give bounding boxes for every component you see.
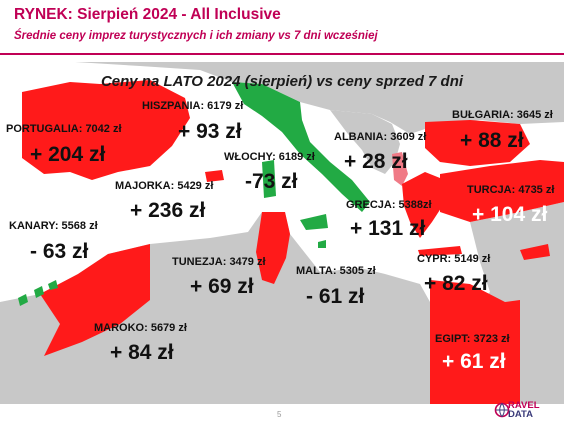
label-cypr: CYPR: 5149 zł: [417, 253, 491, 265]
change-grecja: + 131 zł: [350, 217, 426, 240]
change-wlochy: -73 zł: [245, 170, 298, 193]
land-canary-islands: [18, 280, 58, 306]
map-heading: Ceny na LATO 2024 (sierpień) vs ceny spr…: [100, 73, 464, 90]
change-majorka: + 236 zł: [130, 199, 206, 222]
change-cypr: + 82 zł: [424, 272, 488, 295]
label-malta: MALTA: 5305 zł: [296, 265, 376, 277]
land-cyprus: [520, 244, 550, 260]
land-iberia: [22, 80, 190, 180]
land-europe-north: [75, 62, 564, 134]
land-tunisia: [256, 212, 290, 284]
land-italy: [232, 82, 370, 212]
page-title: RYNEK: Sierpień 2024 - All Inclusive: [14, 6, 281, 23]
logo-text-line1: RAVEL: [508, 400, 540, 411]
change-malta: - 61 zł: [306, 285, 365, 308]
mediterranean-map: [0, 62, 564, 404]
label-portugalia: PORTUGALIA: 7042 zł: [6, 123, 122, 135]
land-albania: [392, 152, 408, 186]
label-albania: ALBANIA: 3609 zł: [334, 131, 427, 143]
page-subtitle: Średnie ceny imprez turystycznych i ich …: [14, 30, 378, 42]
label-hiszpania: HISZPANIA: 6179 zł: [142, 100, 244, 112]
change-turcja: + 104 zł: [472, 203, 548, 226]
travel-data-logo: RAVEL DATA: [494, 399, 560, 421]
land-sardinia: [262, 160, 276, 198]
label-wlochy: WŁOCHY: 6189 zł: [224, 151, 315, 163]
change-egipt: + 61 zł: [442, 350, 506, 373]
land-egypt: [430, 280, 520, 404]
label-egipt: EGIPT: 3723 zł: [435, 333, 510, 345]
label-majorka: MAJORKA: 5429 zł: [115, 180, 214, 192]
change-maroko: + 84 zł: [110, 341, 174, 364]
globe-icon: [494, 402, 510, 418]
land-turkey: [440, 160, 564, 222]
land-malta: [318, 240, 326, 248]
label-maroko: MAROKO: 5679 zł: [94, 322, 187, 334]
label-kanary: KANARY: 5568 zł: [9, 220, 98, 232]
land-bulgaria: [425, 120, 530, 166]
page-number: 5: [277, 410, 282, 419]
label-grecja: GRECJA: 5388zł: [346, 199, 432, 211]
land-morocco: [40, 244, 150, 356]
land-sicily: [300, 214, 328, 230]
label-tunezja: TUNEZJA: 3479 zł: [172, 256, 266, 268]
title-divider: [0, 53, 564, 55]
label-bulgaria: BUŁGARIA: 3645 zł: [452, 109, 553, 121]
change-kanary: - 63 zł: [30, 240, 89, 263]
change-tunezja: + 69 zł: [190, 275, 254, 298]
logo-text-line2: DATA: [508, 409, 533, 420]
land-crete: [418, 246, 462, 256]
land-mallorca: [205, 170, 224, 182]
change-albania: + 28 zł: [344, 150, 408, 173]
label-turcja: TURCJA: 4735 zł: [467, 184, 555, 196]
land-balkans: [330, 110, 400, 174]
land-greece: [402, 172, 445, 238]
change-hiszpania: + 93 zł: [178, 120, 242, 143]
change-bulgaria: + 88 zł: [460, 129, 524, 152]
change-portugalia: + 204 zł: [30, 143, 106, 166]
